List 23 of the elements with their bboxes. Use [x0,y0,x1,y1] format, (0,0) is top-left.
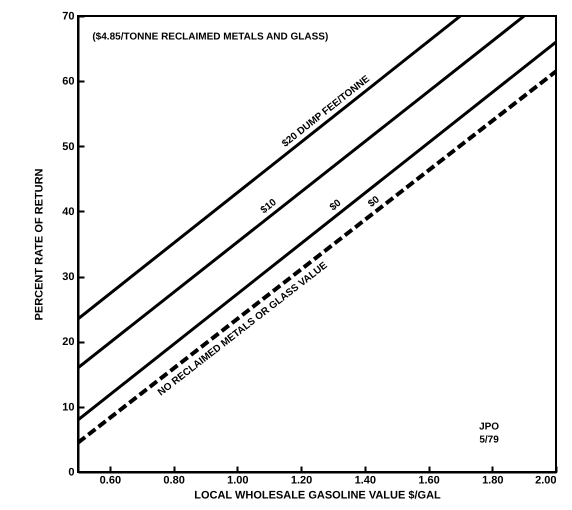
text: $0 [328,197,344,214]
annotation: JPO 5/79 [479,421,500,446]
annotation: ($4.85/TONNE RECLAIMED METALS AND GLASS) [92,32,328,43]
x-tick-label: 2.00 [535,474,556,486]
x-tick-label: 1.20 [290,474,312,486]
y-tick-label: 0 [68,466,74,478]
y-tick-label: 40 [62,206,74,218]
text: $0 [366,194,382,210]
x-tick-label: 1.60 [418,474,440,486]
x-tick-label: 1.00 [227,474,249,486]
text: $10 [258,196,280,216]
y-tick-label: 70 [62,10,74,22]
y-axis-title: PERCENT RATE OF RETURN [33,168,46,320]
y-tick-label: 50 [62,140,74,153]
x-axis-title: LOCAL WHOLESALE GASOLINE VALUE $/GAL [194,490,442,502]
x-tick-label: 1.80 [482,474,504,486]
x-tick-label: 0.60 [100,474,122,486]
x-tick-label: 0.80 [163,474,185,486]
y-tick-label: 30 [62,271,74,284]
y-tick-label: 20 [62,336,74,348]
y-tick-label: 10 [62,401,74,414]
x-tick-label: 1.40 [354,474,376,486]
y-tick-label: 60 [62,76,74,88]
